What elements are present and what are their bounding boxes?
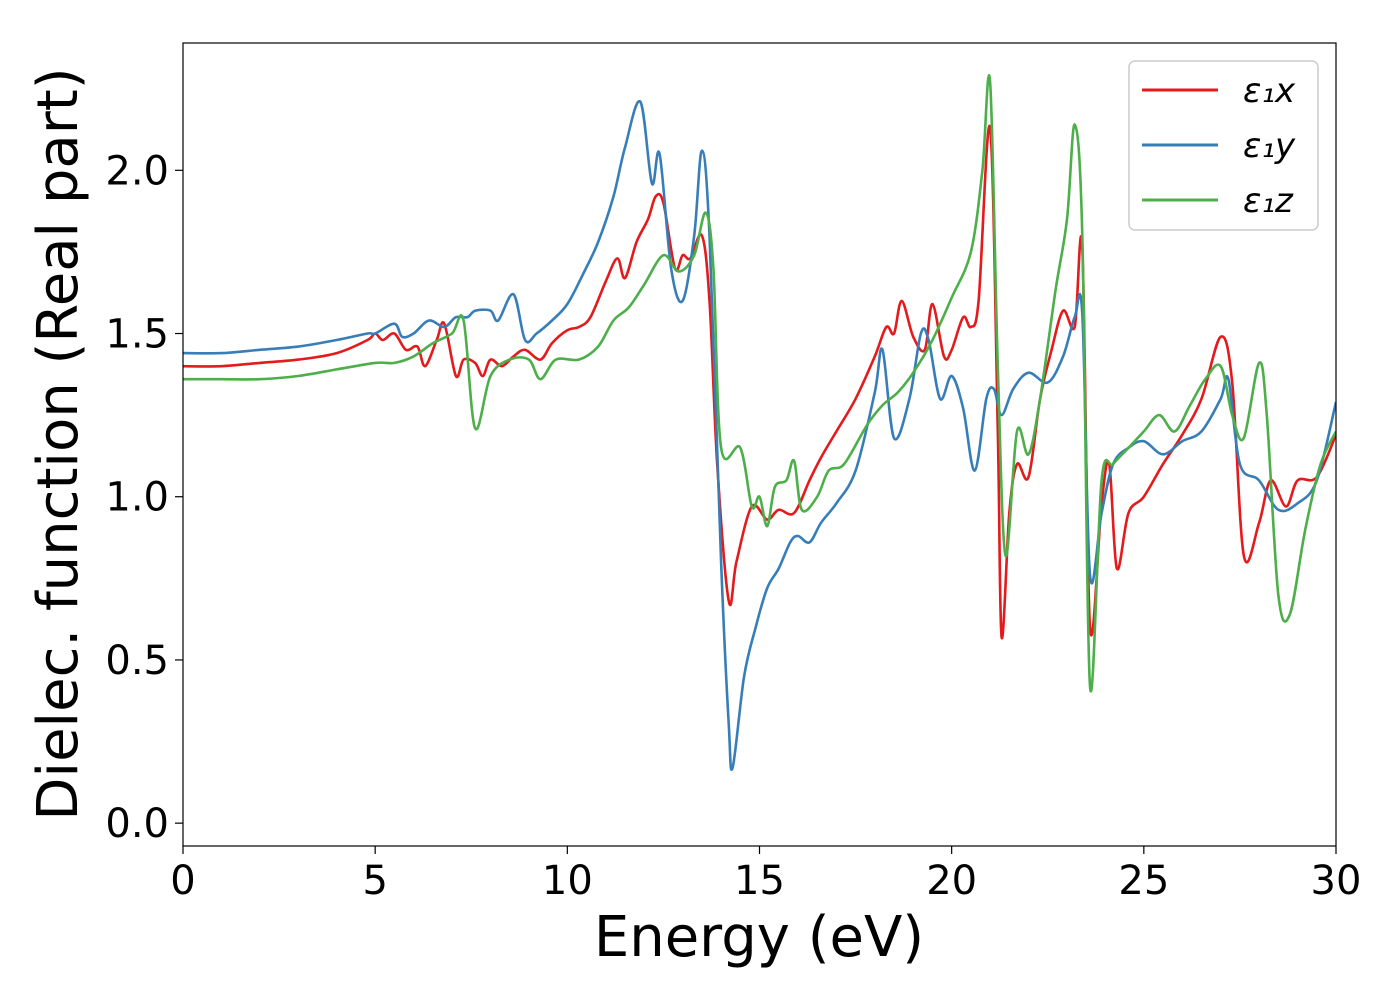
x-tick-label: 10 <box>542 858 593 904</box>
series-line-2 <box>183 100 1336 771</box>
x-tick-label: 5 <box>362 858 387 904</box>
y-axis-title: Dielec. function (Real part) <box>26 67 91 820</box>
x-axis: 0 5 10 15 20 25 30 <box>170 846 1361 904</box>
legend-label-3: ε₁z <box>1243 181 1294 221</box>
series-layer <box>183 74 1336 771</box>
legend-label-2: ε₁y <box>1243 126 1296 166</box>
x-tick-label: 20 <box>926 858 977 904</box>
y-tick-label: 1.5 <box>105 312 169 358</box>
legend-items: ε₁x ε₁y ε₁z <box>1142 71 1296 221</box>
x-tick-label: 30 <box>1311 858 1362 904</box>
y-tick-label: 0.5 <box>105 638 169 684</box>
x-tick-label: 15 <box>734 858 785 904</box>
y-tick-label: 2.0 <box>105 148 169 194</box>
series-line-3 <box>183 74 1336 693</box>
x-axis-title: Energy (eV) <box>594 905 924 970</box>
legend-label-1: ε₁x <box>1243 71 1296 111</box>
legend-frame <box>1128 60 1319 231</box>
y-tick-label: 0.0 <box>105 801 169 847</box>
x-tick-label: 0 <box>170 858 195 904</box>
y-axis: 0.0 0.5 1.0 1.5 2.0 <box>105 148 183 847</box>
legend: ε₁x ε₁y ε₁z <box>1128 60 1319 231</box>
x-tick-label: 25 <box>1118 858 1169 904</box>
y-tick-label: 1.0 <box>105 475 169 521</box>
